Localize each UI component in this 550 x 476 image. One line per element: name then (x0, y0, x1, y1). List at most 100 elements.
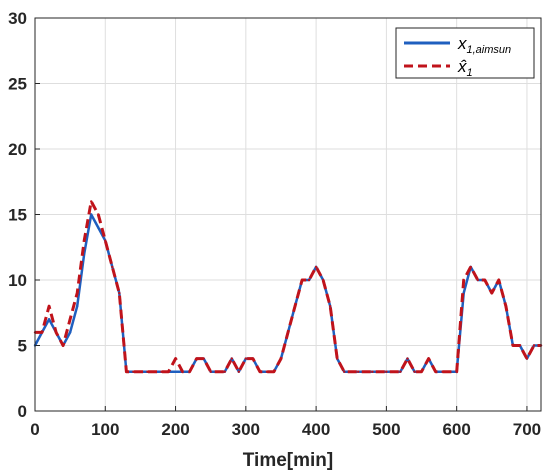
series-2-point (139, 370, 142, 373)
series-2-point (258, 370, 262, 373)
series-2-point (399, 370, 402, 373)
series-2-point (146, 370, 149, 373)
series-2-point (525, 357, 529, 360)
y-tick-label: 15 (8, 206, 27, 225)
legend-label-series-1-main: x (457, 34, 467, 53)
x-tick-label: 300 (232, 420, 260, 439)
series-2-point (54, 331, 58, 334)
series-2-point (230, 357, 233, 360)
x-tick-label: 200 (161, 420, 189, 439)
tick-labels: 0 100 200 300 400 500 600 700 0 5 10 15 20 25 30 (8, 9, 541, 439)
series-2-point (406, 357, 409, 360)
series-1-point (174, 370, 177, 373)
series-2-point (237, 370, 241, 373)
series-layer (33, 199, 543, 374)
series-1-point (90, 213, 93, 216)
series-2-point (497, 278, 501, 282)
series-2-point (518, 344, 522, 347)
series-2-point (462, 278, 465, 282)
series-2-point (307, 278, 311, 282)
series-2-point (427, 357, 430, 360)
legend-label-series-1-sub: 1,aimsun (467, 44, 512, 56)
series-2-point (202, 357, 205, 360)
y-tick-label: 5 (18, 337, 27, 356)
y-tick-label: 30 (8, 9, 27, 28)
series-2-point (90, 200, 93, 203)
x-tick-label: 600 (442, 420, 470, 439)
y-tick-label: 25 (8, 75, 27, 94)
series-2-point (75, 291, 79, 295)
series-2-point (335, 357, 339, 360)
series-1-point (47, 318, 51, 321)
series-2-point (469, 265, 472, 269)
series-2-point (125, 370, 128, 373)
x-tick-label: 400 (302, 420, 330, 439)
series-2-point (153, 370, 156, 373)
series-2-point (265, 370, 269, 373)
series-2-point (251, 357, 255, 360)
series-2-point (223, 370, 226, 373)
series-2-point (413, 370, 416, 373)
x-tick-label: 500 (372, 420, 400, 439)
series-2-point (188, 370, 191, 373)
series-2-point (300, 278, 304, 282)
series-2-point (209, 370, 212, 373)
series-1-point (97, 226, 100, 229)
legend-label-series-2-sub: 1 (467, 67, 473, 79)
series-2-point (392, 370, 395, 373)
series-2-point (328, 305, 332, 308)
series-2-point (181, 370, 184, 373)
series-2-point (455, 370, 458, 373)
series-2-point (244, 357, 248, 360)
series-2-point (504, 305, 508, 308)
series-2-point (420, 370, 423, 373)
series-2-point (118, 291, 121, 295)
series-2-point (293, 305, 297, 308)
series-2-point (132, 370, 135, 373)
series-2-point (40, 331, 44, 334)
series-2-point (490, 291, 494, 295)
x-tick-label: 100 (91, 420, 119, 439)
series-2-point (216, 370, 219, 373)
series-2-point (47, 305, 51, 308)
series-2-point (532, 344, 536, 347)
series-2-point (111, 265, 114, 269)
legend: x1,aimsun x̂1 (395, 27, 535, 79)
series-2-point (364, 370, 367, 373)
series-2-point (434, 370, 437, 373)
series-2-point (272, 370, 276, 373)
series-2-point (61, 344, 65, 347)
series-2-point (68, 318, 72, 321)
series-2-point (343, 370, 346, 373)
y-tick-label: 10 (8, 271, 27, 290)
series-2-point (286, 331, 290, 334)
series-2-point (321, 278, 325, 282)
x-axis-title: Time[min] (243, 450, 333, 471)
series-2-point (279, 357, 283, 360)
series-2-point (174, 357, 177, 360)
x-tick-label: 700 (513, 420, 541, 439)
series-1-point (68, 331, 72, 334)
series-2-point (357, 370, 360, 373)
series-2-point (104, 239, 107, 242)
series-2-point (314, 265, 318, 269)
series-2-point (385, 370, 388, 373)
x-tick-label: 0 (30, 420, 39, 439)
series-2-point (350, 370, 353, 373)
series-2-point (441, 370, 444, 373)
series-2-point (378, 370, 381, 373)
legend-label-series-1: x1,aimsun (457, 34, 511, 56)
series-2-point (476, 278, 479, 282)
legend-label-series-2-main: x̂ (457, 57, 467, 76)
series-2-point (483, 278, 486, 282)
series-2-point (167, 370, 170, 373)
legend-box (395, 27, 535, 79)
legend-label-series-2: x̂1 (457, 57, 473, 79)
series-2-point (160, 370, 163, 373)
y-tick-label: 0 (18, 402, 27, 421)
series-2-point (97, 213, 100, 216)
series-2-point (448, 370, 451, 373)
series-2-point (511, 344, 515, 347)
series-1-point (75, 305, 79, 308)
